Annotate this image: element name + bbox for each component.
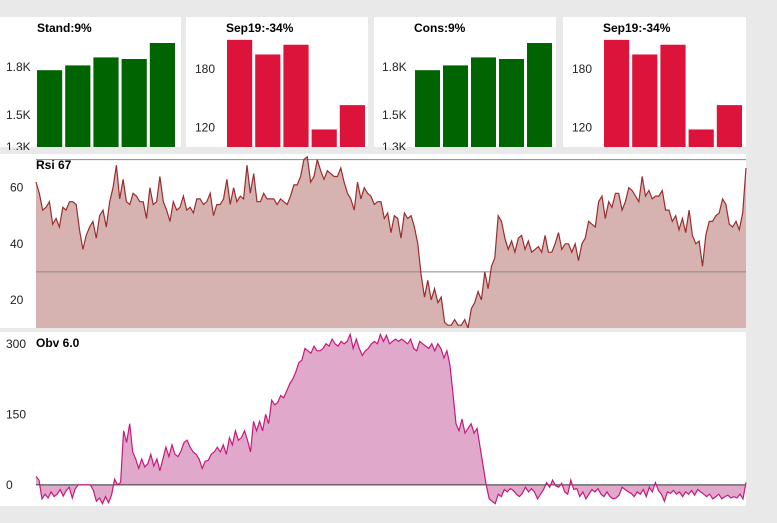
chart-rsi-svg: Rsi 67 20 40 60 — [0, 154, 747, 331]
y-tick-label: 180 — [195, 62, 215, 76]
chart-title: Rsi 67 — [36, 158, 72, 172]
bar — [227, 39, 253, 147]
chart-title: Sep19:-34% — [226, 21, 294, 35]
bar — [415, 70, 440, 147]
chart-obv-svg: Obv 6.0 0 150 300 — [0, 332, 747, 506]
y-tick-label: 0 — [6, 478, 13, 492]
bar — [65, 65, 91, 147]
chart-cons-svg: Cons:9% 1.3K 1.5K 1.8K — [374, 17, 556, 154]
chart-stand: Stand:9% 1.3K 1.5K 1.8K — [0, 0, 181, 154]
bar — [527, 43, 552, 147]
y-tick-label: 150 — [6, 407, 26, 421]
series-line — [35, 155, 747, 331]
y-tick-label: 1.8K — [382, 60, 407, 74]
bar — [660, 44, 686, 147]
bar — [37, 70, 63, 147]
chart-rsi: Rsi 67 20 40 60 — [0, 152, 777, 331]
bar — [149, 43, 175, 147]
y-tick-label: 1.3K — [382, 140, 407, 150]
chart-title: Sep19:-34% — [603, 21, 671, 35]
bar — [471, 57, 496, 147]
chart-stand-svg: Stand:9% 1.3K 1.5K 1.8K — [0, 17, 181, 154]
bar — [255, 54, 281, 148]
y-tick-label: 1.8K — [6, 60, 31, 74]
y-tick-label: 120 — [195, 121, 215, 135]
bar — [688, 129, 714, 147]
series-line — [35, 332, 747, 505]
y-tick-label: 120 — [572, 121, 592, 135]
y-tick-label: 40 — [10, 237, 24, 251]
chart-sep19-1-svg: Sep19:-34% 120 180 — [186, 17, 368, 148]
chart-title: Stand:9% — [37, 21, 92, 35]
bar — [499, 59, 524, 147]
chart-sep19-2: Sep19:-34% 120 180 — [563, 0, 746, 150]
bar — [716, 105, 742, 147]
bar — [339, 105, 365, 147]
y-tick-label: 300 — [6, 337, 26, 351]
y-tick-label: 1.5K — [6, 108, 31, 122]
series-area — [36, 334, 746, 504]
bar — [604, 39, 630, 147]
bar — [311, 129, 337, 147]
y-tick-label: 1.5K — [382, 108, 407, 122]
chart-title: Obv 6.0 — [36, 336, 80, 350]
bar — [283, 44, 309, 147]
bar — [93, 57, 119, 147]
chart-cons: Cons:9% 1.3K 1.5K 1.8K — [374, 0, 556, 154]
y-tick-label: 20 — [10, 293, 24, 307]
y-tick-label: 1.3K — [6, 140, 31, 150]
y-tick-label: 60 — [10, 181, 24, 195]
chart-sep19-2-svg: Sep19:-34% 120 180 — [563, 17, 746, 148]
series-area — [36, 156, 746, 328]
chart-sep19-1: Sep19:-34% 120 180 — [186, 0, 368, 150]
bar — [443, 65, 468, 147]
bar — [632, 54, 658, 148]
y-tick-label: 180 — [572, 62, 592, 76]
bar — [121, 59, 147, 147]
chart-obv: Obv 6.0 0 150 300 — [0, 330, 777, 518]
chart-title: Cons:9% — [414, 21, 466, 35]
